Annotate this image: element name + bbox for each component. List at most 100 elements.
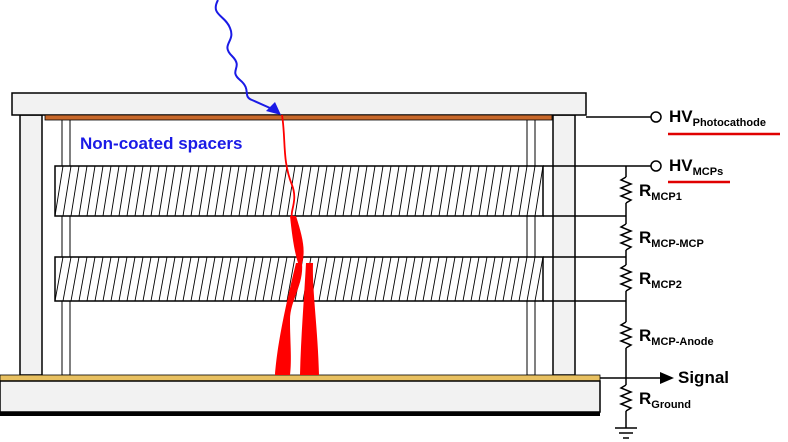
mcp-pore	[55, 257, 56, 260]
r-mcp1-label: RMCP1	[639, 181, 682, 203]
mcp-pore	[206, 257, 216, 301]
mcp-pore	[142, 257, 152, 301]
mcp-pore	[502, 257, 512, 301]
mcp-pore	[238, 257, 248, 301]
mcp-pore	[390, 166, 400, 216]
mcp-pore	[286, 166, 296, 216]
right-inner-spacer	[526, 114, 536, 376]
mcp-pore	[55, 166, 64, 216]
mcp-pore	[366, 166, 376, 216]
mcp-pore	[406, 166, 416, 216]
mcp-pore	[222, 257, 232, 301]
mcp-pore	[542, 298, 543, 301]
mcp-pore	[278, 166, 288, 216]
mcp-pore	[78, 166, 88, 216]
mcp-pore	[486, 166, 496, 216]
mcp-pore	[110, 166, 120, 216]
mcp-pore	[462, 166, 472, 216]
r-mcp-mcp-label: RMCP-MCP	[639, 228, 704, 250]
mcp-pore	[302, 166, 312, 216]
mcp-pore	[494, 166, 504, 216]
mcp-pore	[494, 257, 504, 301]
mcp-pore	[214, 257, 224, 301]
mcp-pore	[238, 166, 248, 216]
mcp-pore	[166, 257, 176, 301]
mcp-pore	[198, 166, 208, 216]
mcp-pore	[510, 257, 520, 301]
electron-shower	[275, 114, 319, 375]
mcp-pore	[358, 257, 368, 301]
mcp-pore	[430, 257, 440, 301]
mcp-pore	[470, 166, 480, 216]
mcp-pore	[342, 257, 352, 301]
mcp-pore	[414, 166, 424, 216]
mcp-pore	[478, 257, 488, 301]
mcp-pore	[230, 166, 240, 216]
mcp-pore	[286, 257, 296, 301]
mcp-pore	[438, 257, 448, 301]
mcp-pore	[510, 166, 520, 216]
mcp-pore	[326, 166, 336, 216]
left-inner-spacer	[61, 114, 71, 376]
mcp-pore	[518, 166, 528, 216]
mcp-pore	[542, 213, 543, 216]
mcp-pore	[94, 166, 104, 216]
mcp-pore	[478, 166, 488, 216]
mcp-pore	[86, 257, 96, 301]
window-plate	[11, 92, 587, 116]
mcp-pore	[174, 257, 184, 301]
mcp-1	[54, 165, 544, 217]
mcp-pore	[358, 166, 368, 216]
mcp-pore	[526, 257, 536, 301]
mcp-pore	[430, 166, 440, 216]
base-bottom-edge	[0, 412, 600, 416]
mcp-pore	[342, 166, 352, 216]
mcp-pore	[94, 257, 104, 301]
mcp-pore	[198, 257, 208, 301]
hv-mcps-label: HVMCPs	[669, 156, 723, 178]
mcp-pore	[374, 257, 384, 301]
left-outer-wall	[19, 114, 43, 376]
mcp-pore	[390, 257, 400, 301]
photocathode-layer	[44, 114, 553, 121]
mcp-pore	[406, 257, 416, 301]
r-mcp2-label: RMCP2	[639, 269, 682, 291]
mcp-pore	[470, 257, 480, 301]
base-plate	[0, 380, 601, 413]
mcp-pore	[70, 257, 80, 301]
r-mcp-anode-label: RMCP-Anode	[639, 326, 714, 348]
mcp-pore	[134, 257, 144, 301]
mcp-pore	[134, 166, 144, 216]
mcp-pore	[382, 257, 392, 301]
incident-photon	[214, 0, 271, 109]
mcp-pore	[102, 166, 112, 216]
mcp-pore	[374, 166, 384, 216]
mcp-pore	[446, 166, 456, 216]
signal-arrowhead	[660, 372, 674, 384]
mcp-pore	[534, 257, 543, 301]
mcp-pore	[246, 257, 256, 301]
r-ground-label: RGround	[639, 389, 691, 411]
mcp-pore	[486, 257, 496, 301]
mcp-pore	[294, 166, 304, 216]
mcp-pore	[310, 166, 320, 216]
mcp-pore	[262, 257, 272, 301]
mcp-pore	[462, 257, 472, 301]
signal-label: Signal	[678, 368, 729, 387]
mcp-pore	[454, 166, 464, 216]
mcp-pore	[318, 166, 328, 216]
divider-wiring	[543, 116, 662, 428]
mcp-pore	[262, 166, 272, 216]
mcp-pore	[534, 166, 543, 216]
mcp-pore	[118, 166, 128, 216]
mcp-pore	[78, 257, 88, 301]
mcp-pore	[518, 257, 528, 301]
mcp-pore	[126, 257, 136, 301]
mcp-pore	[190, 166, 200, 216]
mcp-pore	[366, 257, 376, 301]
mcp-pore	[382, 166, 392, 216]
mcp-pore	[182, 257, 192, 301]
mcp-pore	[62, 257, 72, 301]
mcp-pore	[246, 166, 256, 216]
